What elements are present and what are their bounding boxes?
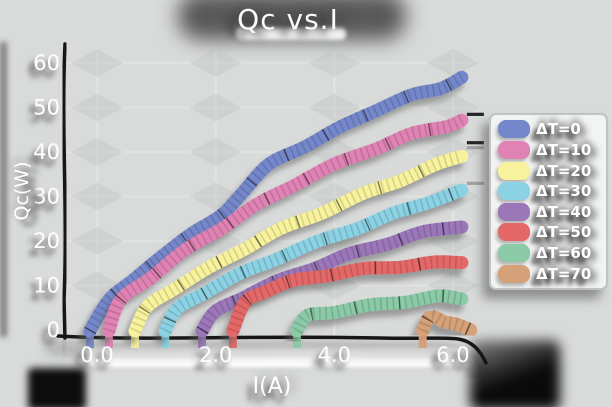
legend-label: ΔT=70 bbox=[536, 264, 592, 283]
grid-diamond bbox=[426, 49, 479, 77]
y-tick-labels: 0 10 20 30 40 50 60 bbox=[33, 51, 60, 342]
series-end-glitch-mark bbox=[466, 141, 484, 145]
legend-item: ΔT=50 bbox=[491, 222, 606, 242]
series-lines bbox=[83, 70, 503, 348]
grid-diamond bbox=[71, 93, 123, 122]
grid-diamond bbox=[426, 93, 479, 122]
y-tick-label: 0 bbox=[47, 318, 60, 342]
series-hatch bbox=[416, 309, 474, 336]
legend-item: ΔT=20 bbox=[491, 161, 606, 181]
legend-label: ΔT=0 bbox=[536, 120, 581, 139]
grid-diamond bbox=[71, 182, 123, 211]
series-ΔT=10 bbox=[102, 112, 490, 348]
x-axis-spine bbox=[56, 334, 488, 365]
series-ΔT=70 bbox=[416, 309, 503, 348]
y-tick-label: 30 bbox=[33, 185, 60, 209]
legend-swatch bbox=[498, 202, 530, 221]
series-ΔT=20 bbox=[128, 141, 490, 348]
series-ΔT=30 bbox=[158, 181, 488, 348]
legend-label: ΔT=20 bbox=[536, 161, 592, 180]
series-band bbox=[158, 183, 469, 338]
legend-swatch bbox=[498, 264, 530, 283]
series-end-glitch-mark bbox=[466, 146, 484, 150]
legend-label: ΔT=30 bbox=[536, 182, 592, 201]
y-tick-label: 20 bbox=[33, 229, 60, 253]
legend-label: ΔT=60 bbox=[536, 244, 592, 263]
series-band bbox=[102, 113, 469, 338]
title-highlight-bar bbox=[236, 28, 346, 40]
series-dark-ticks bbox=[416, 309, 474, 336]
bottom-left-shadow-blob bbox=[28, 368, 86, 407]
x-tick-label: 6.0 bbox=[436, 343, 469, 367]
legend-swatch bbox=[498, 161, 530, 180]
series-band bbox=[83, 70, 469, 338]
legend-item: ΔT=70 bbox=[491, 264, 606, 284]
y-axis-spine bbox=[61, 42, 68, 340]
y-tick-label: 10 bbox=[33, 274, 60, 298]
y-tick-label: 50 bbox=[33, 96, 60, 120]
legend-item: ΔT=40 bbox=[491, 202, 606, 222]
series-ΔT=60 bbox=[290, 289, 494, 348]
legend: ΔT=0 ΔT=10 ΔT=20 ΔT=30 ΔT=40 ΔT=50 ΔT=60 ΔT=70 bbox=[489, 113, 608, 290]
legend-label: ΔT=10 bbox=[536, 140, 592, 159]
grid-diamond bbox=[71, 49, 123, 77]
y-tick-label: 60 bbox=[33, 51, 60, 75]
legend-label: ΔT=50 bbox=[536, 223, 592, 242]
series-hatch bbox=[196, 220, 463, 335]
x-axis-label: I(A) bbox=[252, 374, 292, 399]
legend-swatch bbox=[498, 182, 530, 201]
x-tick-label: 2.0 bbox=[199, 343, 232, 367]
grid-diamond bbox=[189, 93, 242, 122]
legend-label: ΔT=40 bbox=[536, 202, 592, 221]
series-hatch bbox=[226, 255, 463, 334]
legend-item: ΔT=30 bbox=[491, 181, 606, 201]
series-ΔT=50 bbox=[226, 255, 490, 348]
legend-swatch bbox=[498, 140, 530, 159]
grid-diamond bbox=[189, 49, 242, 77]
series-end-glitch-mark bbox=[466, 112, 484, 116]
series-ΔT=40 bbox=[195, 220, 488, 348]
legend-item: ΔT=60 bbox=[491, 243, 606, 263]
legend-swatch bbox=[498, 223, 530, 242]
grid-diamond bbox=[308, 93, 361, 122]
xaxis-highlight-band bbox=[88, 348, 476, 367]
series-ΔT=0 bbox=[83, 70, 500, 348]
series-hatch bbox=[291, 289, 463, 335]
grid-diamond bbox=[71, 138, 123, 166]
legend-swatch bbox=[498, 244, 530, 263]
x-tick-labels: 0.0 2.0 4.0 6.0 bbox=[80, 343, 469, 367]
series-end-glitch-mark bbox=[466, 181, 484, 185]
axes bbox=[55, 42, 488, 365]
x-tick-label: 4.0 bbox=[318, 343, 351, 367]
legend-item: ΔT=10 bbox=[491, 140, 606, 160]
chart-title: Qc vs.I bbox=[237, 3, 339, 36]
legend-item: ΔT=0 bbox=[491, 119, 606, 139]
grid-diamond bbox=[189, 138, 242, 166]
x-tick-label: 0.0 bbox=[80, 343, 113, 367]
series-band bbox=[128, 149, 469, 338]
left-edge-shadow bbox=[0, 42, 7, 337]
legend-swatch bbox=[498, 120, 530, 139]
y-axis-label: Qc(W) bbox=[11, 161, 33, 221]
y-tick-label: 40 bbox=[33, 140, 60, 164]
bottom-right-shadow-blob bbox=[470, 340, 560, 407]
grid-diamond bbox=[308, 49, 361, 77]
grid-diamond bbox=[71, 227, 123, 255]
